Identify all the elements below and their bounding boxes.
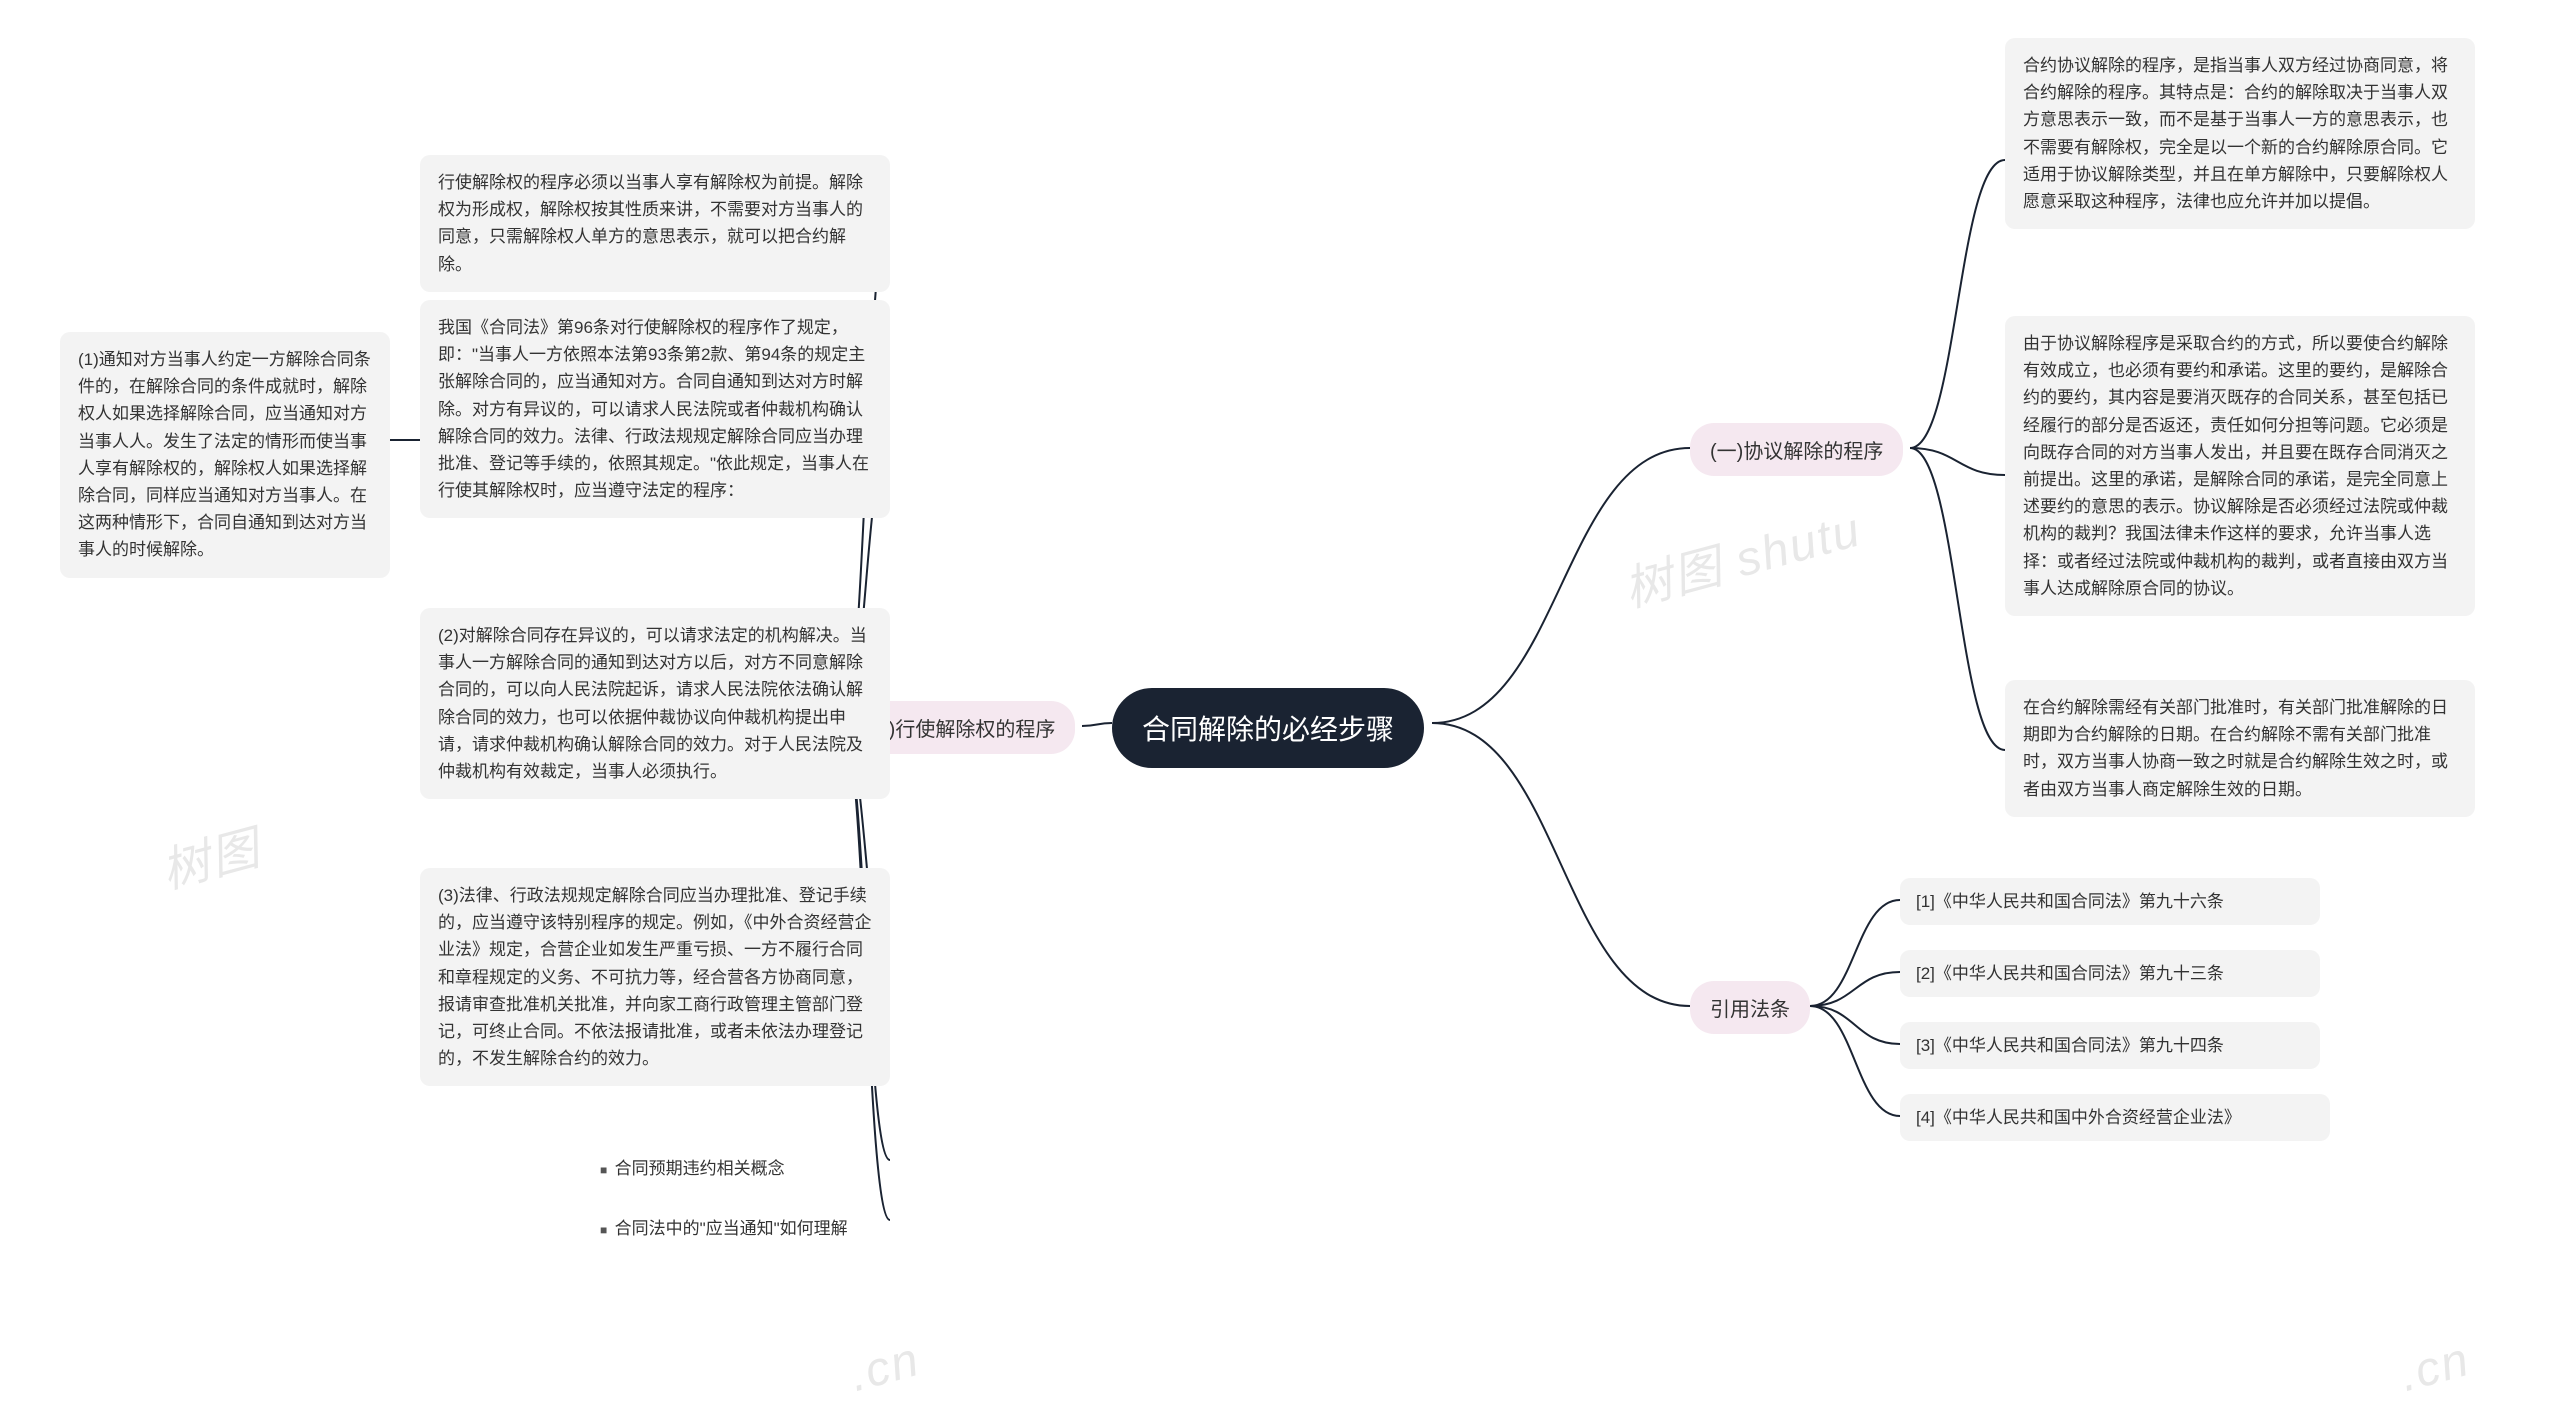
- leaf-exercise-4[interactable]: (3)法律、行政法规规定解除合同应当办理批准、登记手续的，应当遵守该特别程序的规…: [420, 868, 890, 1086]
- leaf-agreement-1[interactable]: 合约协议解除的程序，是指当事人双方经过协商同意，将合约解除的程序。其特点是：合约…: [2005, 38, 2475, 229]
- watermark: 树图: [153, 808, 268, 902]
- watermark: .cn: [2394, 1332, 2476, 1403]
- leaf-citation-4[interactable]: [4]《中华人民共和国中外合资经营企业法》: [1900, 1094, 2330, 1141]
- branch-agreement[interactable]: (一)协议解除的程序: [1690, 423, 1903, 476]
- leaf-agreement-3[interactable]: 在合约解除需经有关部门批准时，有关部门批准解除的日期即为合约解除的日期。在合约解…: [2005, 680, 2475, 817]
- leaf-exercise-1[interactable]: 行使解除权的程序必须以当事人享有解除权为前提。解除权为形成权，解除权按其性质来讲…: [420, 155, 890, 292]
- watermark: 树图 shutu: [1615, 490, 1868, 620]
- leaf-exercise-5[interactable]: 合同预期违约相关概念: [600, 1150, 785, 1183]
- watermark: .cn: [844, 1332, 926, 1403]
- leaf-citation-1[interactable]: [1]《中华人民共和国合同法》第九十六条: [1900, 878, 2320, 925]
- leaf-exercise-2[interactable]: 我国《合同法》第96条对行使解除权的程序作了规定，即："当事人一方依照本法第93…: [420, 300, 890, 518]
- root-node[interactable]: 合同解除的必经步骤: [1112, 688, 1424, 768]
- branch-citations[interactable]: 引用法条: [1690, 981, 1810, 1034]
- leaf-exercise-6[interactable]: 合同法中的"应当通知"如何理解: [600, 1210, 848, 1243]
- leaf-exercise-2-child[interactable]: (1)通知对方当事人约定一方解除合同条件的，在解除合同的条件成就时，解除权人如果…: [60, 332, 390, 578]
- leaf-citation-3[interactable]: [3]《中华人民共和国合同法》第九十四条: [1900, 1022, 2320, 1069]
- leaf-exercise-3[interactable]: (2)对解除合同存在异议的，可以请求法定的机构解决。当事人一方解除合同的通知到达…: [420, 608, 890, 799]
- leaf-citation-2[interactable]: [2]《中华人民共和国合同法》第九十三条: [1900, 950, 2320, 997]
- leaf-agreement-2[interactable]: 由于协议解除程序是采取合约的方式，所以要使合约解除有效成立，也必须有要约和承诺。…: [2005, 316, 2475, 616]
